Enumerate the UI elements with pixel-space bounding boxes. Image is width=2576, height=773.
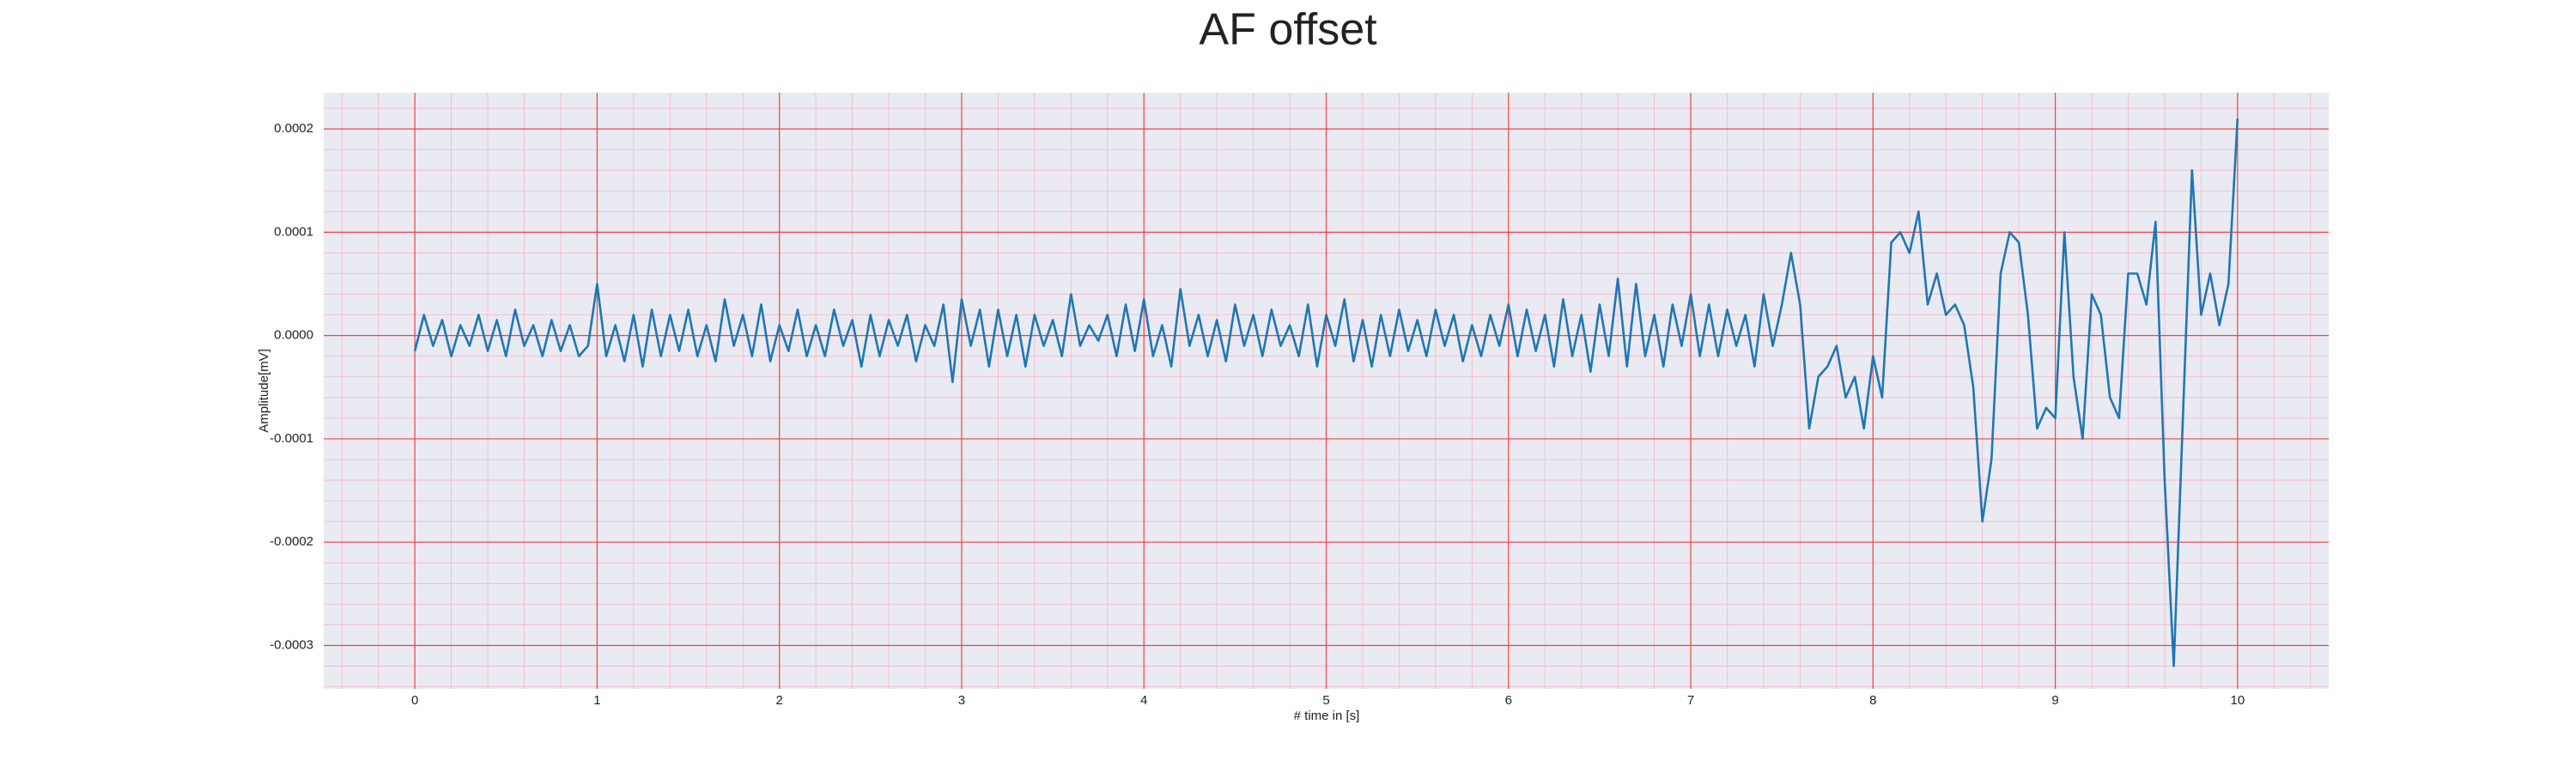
axes: 0 1 2 3 4 5 6 7 8 9 10 -0.0003 -0.0002 -0.0001 0.0000 0… [270, 121, 2245, 708]
x-tick-label: 0 [411, 693, 418, 708]
x-tick-label: 4 [1140, 693, 1147, 708]
grid [324, 93, 2329, 689]
y-axis-label: Amplitude[mV] [257, 349, 271, 433]
chart-title: AF offset [1199, 5, 1377, 55]
x-tick-label: 8 [1869, 693, 1876, 708]
y-tick-label: 0.0002 [274, 121, 313, 136]
y-tick-label: 0.0000 [274, 328, 313, 343]
data [413, 118, 2239, 667]
x-tick-label: 2 [776, 693, 783, 708]
x-tick-label: 3 [958, 693, 965, 708]
y-tick-label: 0.0001 [274, 224, 313, 239]
x-tick-label: 6 [1505, 693, 1512, 708]
data-line [413, 118, 2239, 667]
x-tick-label: 5 [1322, 693, 1329, 708]
y-tick-label: -0.0001 [270, 431, 313, 446]
x-tick-label: 1 [593, 693, 600, 708]
x-axis-label: # time in [s] [1294, 709, 1360, 723]
x-tick-label: 9 [2051, 693, 2058, 708]
x-tick-label: 7 [1687, 693, 1694, 708]
x-tick-label: 10 [2231, 693, 2245, 708]
y-tick-label: -0.0003 [270, 637, 313, 652]
y-tick-label: -0.0002 [270, 534, 313, 549]
